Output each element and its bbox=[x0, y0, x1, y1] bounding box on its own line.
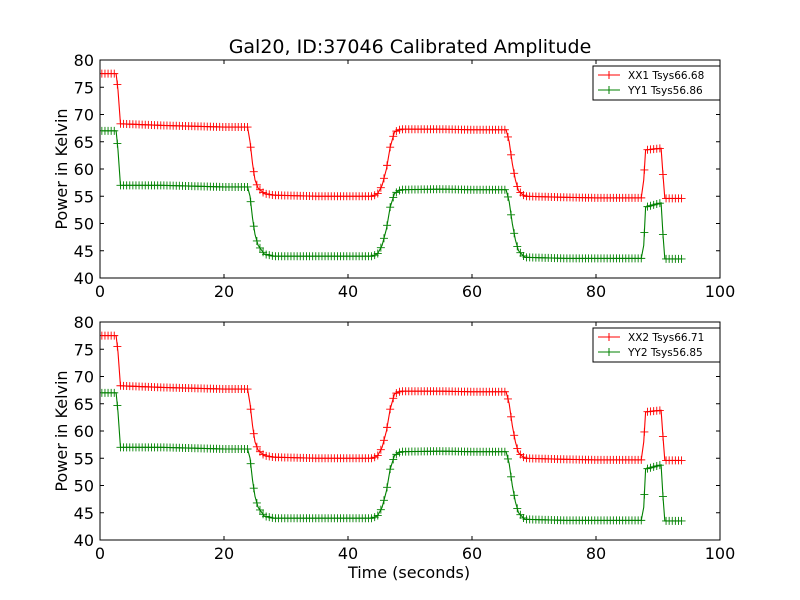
y-tick-label: 40 bbox=[74, 531, 94, 550]
x-tick-label: 80 bbox=[586, 282, 606, 301]
y-tick-label: 40 bbox=[74, 269, 94, 288]
x-tick-label: 100 bbox=[705, 544, 736, 563]
legend-label-xx2: XX2 Tsys66.71 bbox=[628, 332, 704, 344]
y-tick-label: 75 bbox=[74, 340, 94, 359]
x-tick-label: 20 bbox=[214, 282, 234, 301]
y-tick-label: 60 bbox=[74, 160, 94, 179]
y-tick-label: 60 bbox=[74, 422, 94, 441]
x-tick-label: 0 bbox=[95, 282, 105, 301]
series-markers-yy2 bbox=[100, 388, 686, 525]
data-layer bbox=[100, 69, 686, 263]
x-tick-label: 0 bbox=[95, 544, 105, 563]
data-layer bbox=[100, 331, 686, 525]
y-tick-label: 55 bbox=[74, 449, 94, 468]
x-tick-label: 60 bbox=[462, 544, 482, 563]
legend-label-yy2: YY2 Tsys56.85 bbox=[627, 347, 703, 359]
x-tick-label: 20 bbox=[214, 544, 234, 563]
y-tick-label: 75 bbox=[74, 78, 94, 97]
x-tick-label: 40 bbox=[338, 544, 358, 563]
y-tick-label: 65 bbox=[74, 395, 94, 414]
bottom-plot-panel: 0 20 40 60 80 100 40 45 50 55 60 65 70 75 80 Power in K… bbox=[52, 313, 735, 563]
x-tick-label: 100 bbox=[705, 282, 736, 301]
x-tick-label: 80 bbox=[586, 544, 606, 563]
legend-box bbox=[592, 327, 721, 363]
y-tick-label: 65 bbox=[74, 133, 94, 152]
y-tick-label: 55 bbox=[74, 187, 94, 206]
legend-label-yy1: YY1 Tsys56.86 bbox=[627, 85, 703, 97]
series-markers-xx2 bbox=[100, 331, 686, 465]
y-tick-label: 70 bbox=[74, 106, 94, 125]
legend-marker-yy2 bbox=[605, 348, 613, 356]
y-tick-label: 70 bbox=[74, 368, 94, 387]
figure-title: Gal20, ID:37046 Calibrated Amplitude bbox=[229, 36, 592, 58]
y-tick-label: 80 bbox=[74, 51, 94, 70]
legend-marker-xx2 bbox=[605, 333, 613, 341]
x-tick-label: 40 bbox=[338, 282, 358, 301]
y-tick-label: 80 bbox=[74, 313, 94, 332]
series-markers-xx1 bbox=[100, 69, 686, 203]
top-plot-panel: 0 20 40 60 80 100 40 45 50 55 60 65 70 75 80 Power in K… bbox=[52, 51, 735, 301]
y-tick-label: 50 bbox=[74, 477, 94, 496]
y-tick-label: 50 bbox=[74, 215, 94, 234]
x-tick-label: 60 bbox=[462, 282, 482, 301]
y-tick-label: 45 bbox=[74, 504, 94, 523]
y-tick-label: 45 bbox=[74, 242, 94, 261]
legend-box bbox=[592, 65, 721, 101]
legend-label-xx1: XX1 Tsys66.68 bbox=[628, 70, 704, 82]
legend-marker-yy1 bbox=[605, 86, 613, 94]
x-axis-label: Time (seconds) bbox=[347, 563, 470, 582]
legend-marker-xx1 bbox=[605, 71, 613, 79]
legend: XX2 Tsys66.71 YY2 Tsys56.85 bbox=[592, 327, 721, 363]
series-markers-yy1 bbox=[100, 126, 686, 263]
y-axis-label: Power in Kelvin bbox=[52, 108, 71, 229]
y-axis-label: Power in Kelvin bbox=[52, 370, 71, 491]
legend: XX1 Tsys66.68 YY1 Tsys56.86 bbox=[592, 65, 721, 101]
